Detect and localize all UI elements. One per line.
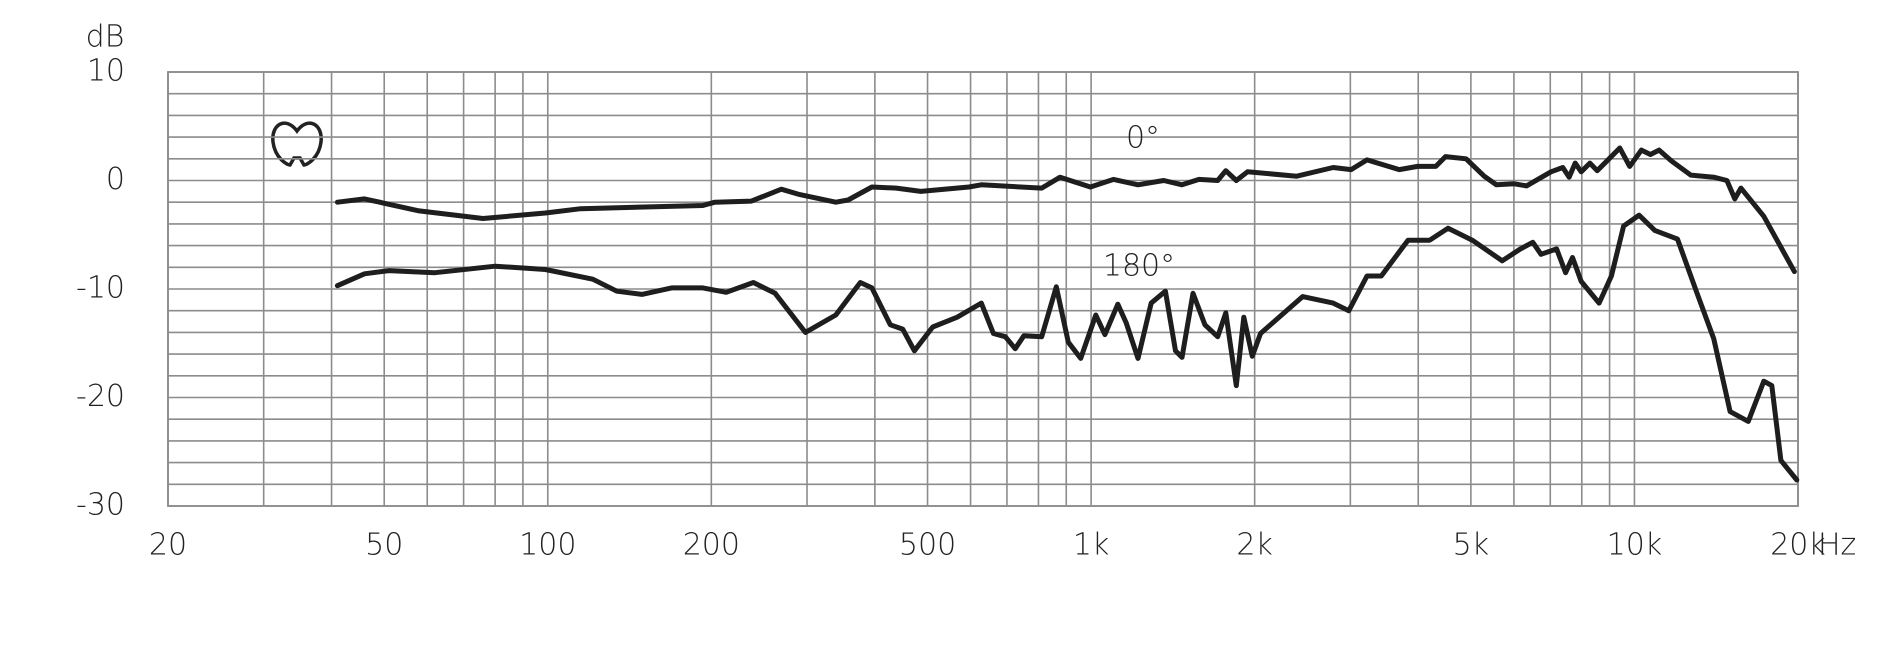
y-tick-label: -30 xyxy=(76,488,125,523)
x-tick-label: 20k xyxy=(1770,528,1826,563)
x-tick-label: 5k xyxy=(1453,528,1489,563)
response-curve xyxy=(334,212,1800,483)
y-tick-label: 0 xyxy=(106,162,125,197)
x-tick-label: 20 xyxy=(149,528,187,563)
x-tick-label: 500 xyxy=(899,528,956,563)
series-label: 180° xyxy=(1103,249,1175,284)
y-tick-label: 10 xyxy=(87,54,125,89)
x-axis-label: Hz xyxy=(1818,528,1856,563)
y-tick-label: -20 xyxy=(76,379,125,414)
x-tick-label: 50 xyxy=(365,528,403,563)
series-label: 0° xyxy=(1126,121,1160,156)
x-tick-label: 10k xyxy=(1607,528,1663,563)
plot-frame xyxy=(167,71,1799,507)
x-tick-label: 200 xyxy=(683,528,740,563)
x-tick-label: 1k xyxy=(1073,528,1109,563)
y-tick-label: -10 xyxy=(76,271,125,306)
response-curve xyxy=(334,145,1797,275)
x-tick-label: 100 xyxy=(519,528,576,563)
x-tick-label: 2k xyxy=(1236,528,1272,563)
y-axis-label: dB xyxy=(86,20,125,55)
